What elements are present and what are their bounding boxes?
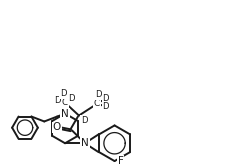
Text: O: O [53, 122, 61, 132]
Text: N: N [61, 109, 69, 119]
Text: C: C [94, 99, 100, 108]
Text: C: C [62, 98, 68, 107]
Text: D: D [96, 90, 102, 99]
Text: N: N [81, 138, 89, 148]
Text: D: D [81, 116, 87, 125]
Text: F: F [118, 156, 123, 166]
Text: D: D [68, 94, 74, 103]
Text: D: D [54, 96, 60, 105]
Text: D: D [102, 102, 109, 111]
Text: D: D [60, 89, 66, 98]
Text: D: D [102, 94, 109, 103]
